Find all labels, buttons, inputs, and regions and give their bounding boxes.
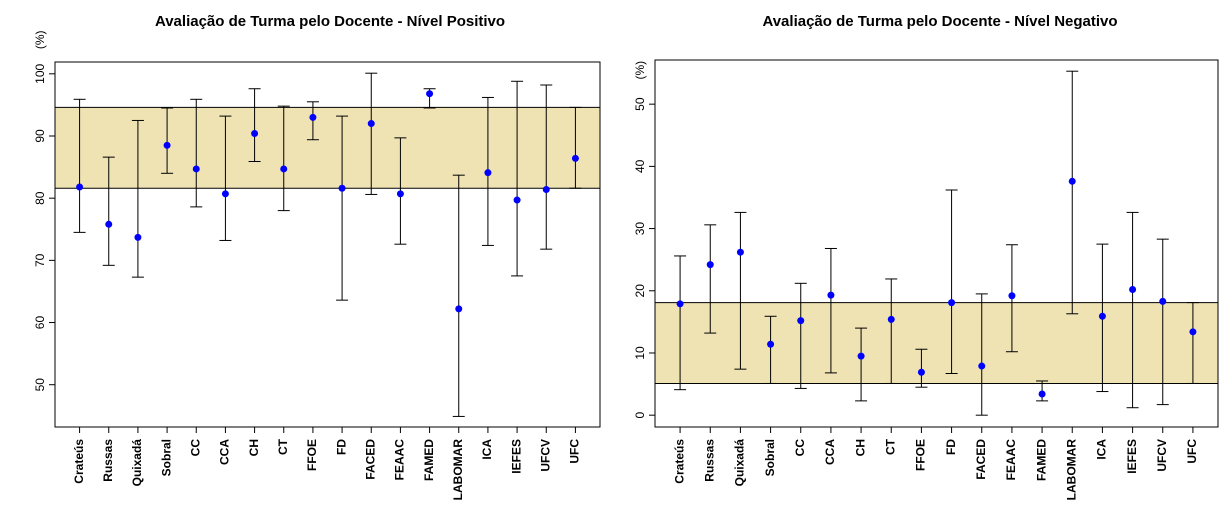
band	[655, 302, 1218, 384]
point	[280, 165, 288, 173]
y-tick-label: 70	[33, 253, 47, 267]
y-tick-label: 10	[633, 346, 647, 360]
point	[676, 300, 684, 308]
x-tick-label: CCA	[218, 439, 232, 465]
point	[542, 185, 550, 193]
y-tick-label: 20	[633, 284, 647, 298]
x-tick-label: UFCV	[1155, 439, 1169, 472]
point	[455, 305, 463, 313]
point	[367, 120, 375, 128]
x-tick-label: Crateús	[72, 439, 86, 484]
x-tick-label: CC	[793, 439, 807, 457]
point	[76, 183, 84, 191]
x-tick-label: FACED	[363, 439, 377, 480]
x-tick-label: FD	[944, 439, 958, 455]
y-axis-label: (%)	[33, 30, 47, 49]
point	[1068, 177, 1076, 185]
x-tick-label: LABOMAR	[451, 439, 465, 501]
chart-title: Avaliação de Turma pelo Docente - Nível …	[155, 13, 505, 30]
x-tick-label: Sobral	[159, 439, 173, 476]
x-tick-label: FACED	[974, 439, 988, 480]
point	[251, 130, 259, 138]
y-tick-label: 90	[33, 129, 47, 143]
point	[736, 248, 744, 256]
point	[827, 291, 835, 299]
point	[221, 190, 229, 198]
point	[1189, 328, 1197, 336]
y-tick-label: 50	[33, 378, 47, 392]
point	[1129, 286, 1137, 294]
x-tick-label: FFOE	[914, 439, 928, 471]
point	[1038, 390, 1046, 398]
x-tick-label: IEFES	[1125, 439, 1139, 474]
x-tick-label: FAMED	[422, 439, 436, 481]
x-tick-label: Quixadá	[733, 439, 747, 487]
x-tick-label: Russas	[101, 439, 115, 482]
x-tick-label: FD	[334, 439, 348, 455]
point	[426, 90, 434, 98]
plot-frame	[654, 59, 1219, 428]
x-tick-label: ICA	[480, 439, 494, 460]
y-axis-label: (%)	[633, 61, 647, 80]
point	[706, 261, 714, 269]
x-tick-label: CCA	[823, 439, 837, 465]
point	[513, 196, 521, 204]
x-tick-label: Russas	[702, 439, 716, 482]
x-tick-label: UFC	[1185, 439, 1199, 464]
y-tick-label: 80	[33, 191, 47, 205]
point	[134, 233, 142, 241]
x-tick-label: CT	[276, 438, 290, 455]
chart-title: Avaliação de Turma pelo Docente - Nível …	[762, 13, 1117, 30]
x-tick-label: FFOE	[305, 439, 319, 471]
x-tick-label: FAMED	[1034, 439, 1048, 481]
x-tick-label: IEFES	[509, 439, 523, 474]
y-tick-label: 60	[33, 316, 47, 330]
point	[887, 315, 895, 323]
x-tick-label: UFCV	[538, 439, 552, 472]
point	[484, 169, 492, 177]
point	[1159, 297, 1167, 305]
x-tick-label: CH	[247, 439, 261, 456]
point	[192, 165, 200, 173]
x-tick-label: CC	[188, 439, 202, 457]
plot-frame	[54, 61, 601, 428]
point	[309, 113, 317, 121]
point	[1008, 292, 1016, 300]
y-tick-label: 30	[633, 222, 647, 236]
x-tick-label: Sobral	[763, 439, 777, 476]
point	[571, 154, 579, 162]
point	[978, 362, 986, 370]
x-tick-label: FEAAC	[1004, 439, 1018, 481]
y-tick-label: 50	[633, 97, 647, 111]
point	[948, 299, 956, 307]
x-tick-label: CH	[853, 439, 867, 456]
point	[857, 352, 865, 360]
x-tick-label: CT	[883, 438, 897, 455]
y-tick-label: 100	[33, 63, 47, 83]
point	[1098, 312, 1106, 320]
x-tick-label: Crateús	[672, 439, 686, 484]
point	[797, 317, 805, 325]
band	[55, 107, 600, 189]
x-tick-label: Quixadá	[130, 439, 144, 487]
point	[917, 368, 925, 376]
x-tick-label: LABOMAR	[1064, 439, 1078, 501]
point	[163, 141, 171, 149]
point	[767, 340, 775, 348]
point	[338, 184, 346, 192]
y-tick-label: 40	[633, 159, 647, 173]
point	[396, 190, 404, 198]
y-tick-label: 0	[633, 412, 647, 419]
x-tick-label: UFC	[568, 439, 582, 464]
point	[105, 220, 113, 228]
x-tick-label: FEAAC	[393, 439, 407, 481]
x-tick-label: ICA	[1095, 439, 1109, 460]
